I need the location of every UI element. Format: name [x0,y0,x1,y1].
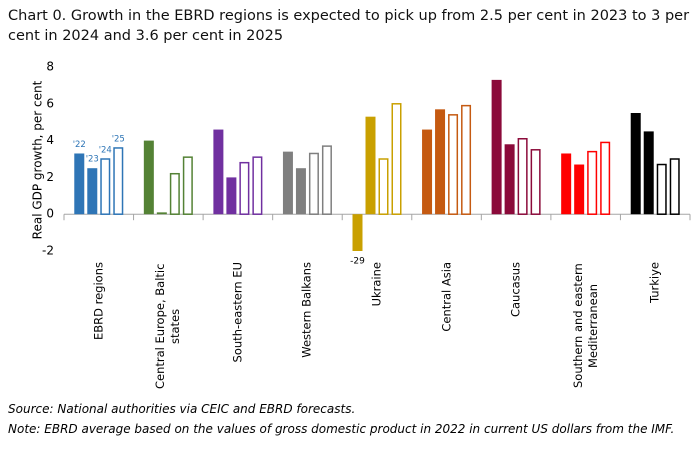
chart-title: Chart 0. Growth in the EBRD regions is e… [8,8,690,44]
bar [491,79,502,215]
bar [252,156,263,215]
x-tick-label: EBRD regions [91,262,106,341]
y-tick-label: 0 [46,207,54,221]
bar [156,212,167,215]
data-label: -29 [350,257,365,267]
bar [182,156,193,215]
x-tick-label: Turkiye [647,262,662,304]
bar [213,129,224,215]
x-tick-label: Western Balkans [299,262,314,358]
bar [169,172,180,215]
bar [435,109,446,215]
bar [226,177,237,215]
bar [282,151,293,215]
bar [113,147,124,215]
bar [365,116,376,215]
bar [461,104,472,215]
series-label: '23 [86,155,99,165]
bar [504,144,515,215]
y-tick-label: 8 [46,60,54,74]
bar [422,129,433,215]
x-tick-label: Central Asia [439,262,454,332]
bar [295,168,306,215]
bar [656,163,667,215]
bar [378,158,389,215]
bar [630,113,641,215]
bar [352,214,363,251]
y-tick-label: -2 [42,244,54,258]
bar [669,158,680,215]
x-tick-label: South-eastern EU [230,262,245,363]
series-label: '25 [112,134,125,144]
bar [600,141,611,215]
bar [87,168,98,215]
x-tick-label: Caucasus [508,262,523,318]
y-tick-label: 4 [46,133,54,147]
bar [391,103,402,215]
bar [308,152,319,215]
x-tick-label: Southern and eastern Mediterranean [570,263,600,389]
bar [643,131,654,215]
y-axis-label: Real GDP growth, per cent [31,80,45,239]
bar [574,164,585,215]
bar [100,158,111,215]
bar [587,150,598,215]
source: Source: National authorities via CEIC an… [8,402,356,416]
series-label: '22 [73,140,86,150]
bar [321,145,332,215]
bar [74,153,85,215]
y-tick-label: 6 [46,96,54,110]
bar [517,138,528,215]
bar [561,153,572,215]
bar [239,161,250,215]
x-tick-label: Central Europe, Baltic states [153,263,183,389]
series-label: '24 [99,146,112,156]
bar [143,140,154,215]
x-tick-label: Ukraine [369,262,384,307]
y-tick-label: 2 [46,170,54,184]
bar [448,114,459,215]
note: Note: EBRD average based on the values o… [8,422,675,436]
bar [530,149,541,215]
